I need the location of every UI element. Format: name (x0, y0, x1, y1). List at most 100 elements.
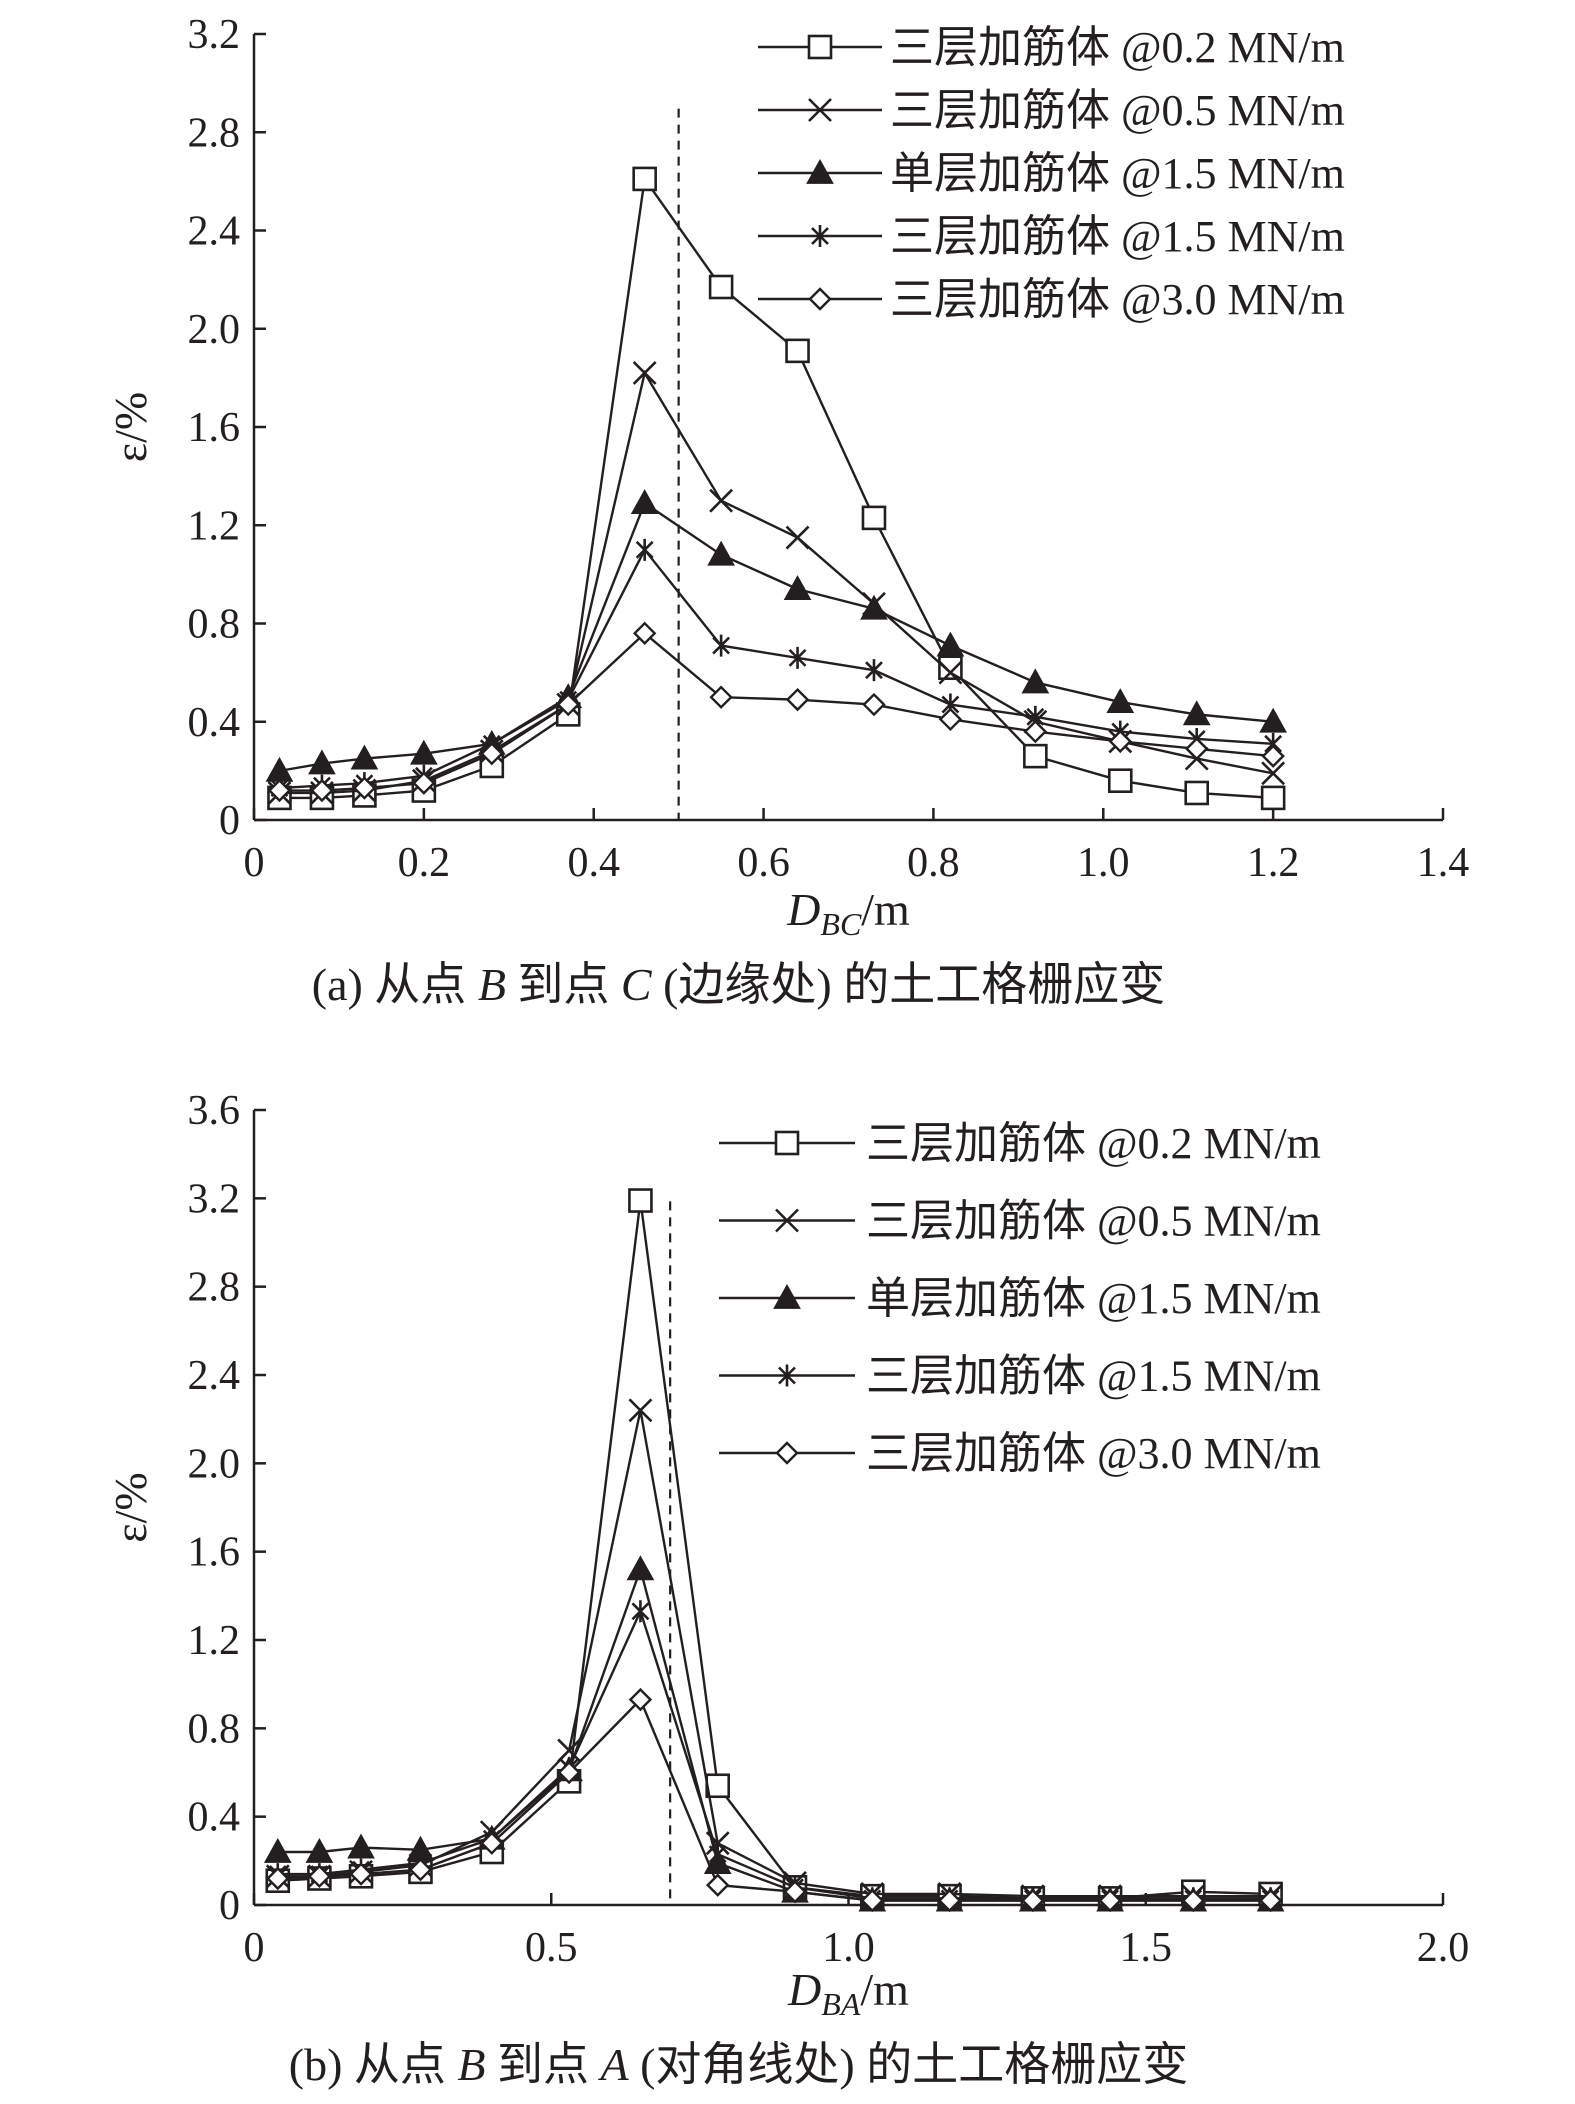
data-point (1106, 688, 1135, 713)
data-point (938, 707, 963, 731)
data-point (632, 361, 657, 385)
data-point (628, 1687, 653, 1712)
data-point (1108, 729, 1132, 754)
data-point (628, 1188, 653, 1213)
series-3 (263, 1555, 1285, 1912)
x-tick-label: 1.4 (1417, 840, 1470, 886)
series-5 (266, 1687, 1283, 1913)
y-tick-label: 0.8 (188, 1706, 241, 1752)
legend: 三层加筋体 @0.2 MN/m 三层加筋体 @0.5 MN/m 单层加筋体 @1.5… (719, 1119, 1321, 1478)
legend-label: 三层加筋体 @0.5 MN/m (890, 86, 1345, 135)
x-tick-label: 1.2 (1247, 840, 1300, 886)
data-point (785, 338, 810, 364)
y-tick-label: 2.4 (188, 209, 241, 255)
y-tick-label: 2.4 (188, 1353, 241, 1399)
data-point (1021, 1888, 1045, 1913)
x-tick-label: 0.6 (737, 840, 790, 886)
x-tick-label: 0.8 (907, 840, 960, 886)
data-point (709, 488, 734, 513)
y-tick-label: 2.8 (188, 110, 241, 156)
data-point (307, 1864, 332, 1888)
data-point (936, 631, 965, 657)
data-point (1182, 700, 1211, 726)
y-tick-label: 0 (219, 1883, 240, 1929)
data-point (1023, 743, 1048, 769)
data-point (557, 1760, 581, 1785)
legend-marker (778, 1364, 796, 1387)
data-point (349, 1862, 373, 1886)
y-tick-label: 1.6 (188, 1530, 241, 1576)
x-tick-label: 0.2 (398, 840, 451, 886)
data-point (635, 538, 654, 561)
data-point (1021, 668, 1050, 694)
data-point (631, 1600, 650, 1623)
x-axis-title: DBA/m (787, 1964, 909, 2022)
y-tick-label: 3.2 (188, 12, 241, 58)
x-tick-label: 0.5 (525, 1925, 578, 1971)
chart-a: 0 0.4 0.8 1.2 1.6 2.0 2.4 2.8 3.2 0 0.2 0.4 0.6 0.8 1.… (105, 12, 1469, 1010)
data-point (263, 1837, 292, 1863)
data-point (788, 646, 807, 669)
data-point (708, 1843, 727, 1866)
data-point (632, 166, 657, 192)
data-point (347, 1833, 375, 1859)
y-tick-label: 2.8 (188, 1265, 241, 1311)
data-point (480, 1831, 504, 1855)
series-5 (267, 621, 1285, 803)
legend-label: 三层加筋体 @0.5 MN/m (866, 1197, 1321, 1246)
data-point (1181, 1888, 1206, 1913)
legend-label: 三层加筋体 @0.2 MN/m (866, 1119, 1321, 1168)
data-point (305, 1837, 334, 1863)
x-tick-label: 1.5 (1120, 1925, 1173, 1971)
data-point (938, 660, 963, 685)
y-tick-label: 3.6 (188, 1088, 241, 1134)
data-point (862, 692, 886, 717)
data-point (706, 1873, 730, 1897)
y-tick-label: 1.2 (188, 503, 241, 549)
legend: 三层加筋体 @0.2 MN/m 三层加筋体 @0.5 MN/m 单层加筋体 @1.5… (758, 23, 1345, 324)
data-point (783, 1880, 807, 1904)
data-point (267, 778, 292, 803)
data-point (412, 771, 436, 795)
y-tick-label: 0.4 (188, 700, 241, 746)
data-point (1261, 761, 1286, 786)
series-line (277, 1410, 1271, 1898)
legend-marker (806, 158, 834, 184)
y-tick-label: 0.8 (188, 602, 241, 648)
data-point (938, 655, 963, 681)
data-point (628, 1398, 653, 1423)
legend-marker (775, 1208, 799, 1233)
data-point (708, 274, 734, 300)
data-point (1185, 737, 1209, 761)
y-tick-label: 2.0 (188, 307, 241, 353)
data-point (410, 739, 438, 765)
legend-label: 单层加筋体 @1.5 MN/m (866, 1274, 1321, 1323)
data-point (1260, 785, 1286, 811)
legend-label: 三层加筋体 @3.0 MN/m (866, 1429, 1321, 1478)
data-point (626, 1555, 655, 1581)
legend-marker (773, 1283, 801, 1309)
data-point (266, 1866, 290, 1891)
legend-marker (775, 1441, 799, 1465)
data-point (1098, 1888, 1122, 1913)
data-point (865, 659, 883, 682)
legend-marker (811, 225, 829, 247)
data-point (861, 505, 887, 531)
data-point (1261, 744, 1285, 768)
series-line (279, 369, 1274, 795)
y-tick-label: 2.0 (188, 1441, 241, 1487)
data-point (709, 685, 733, 709)
x-tick-label: 1.0 (822, 1925, 875, 1971)
legend-marker (808, 98, 832, 122)
data-point (707, 540, 735, 566)
y-axis-title: ε/% (105, 1472, 156, 1542)
figure-caption: (a) 从点 B 到点 C (边缘处) 的土工格栅应变 (312, 959, 1166, 1010)
y-tick-label: 1.6 (188, 405, 241, 451)
data-point (1184, 780, 1210, 806)
data-point (783, 575, 812, 601)
data-point (860, 1888, 884, 1913)
x-tick-label: 1.0 (1077, 840, 1130, 886)
figure-caption: (b) 从点 B 到点 A (对角线处) 的土工格栅应变 (289, 2039, 1189, 2090)
legend-label: 三层加筋体 @3.0 MN/m (890, 275, 1345, 324)
